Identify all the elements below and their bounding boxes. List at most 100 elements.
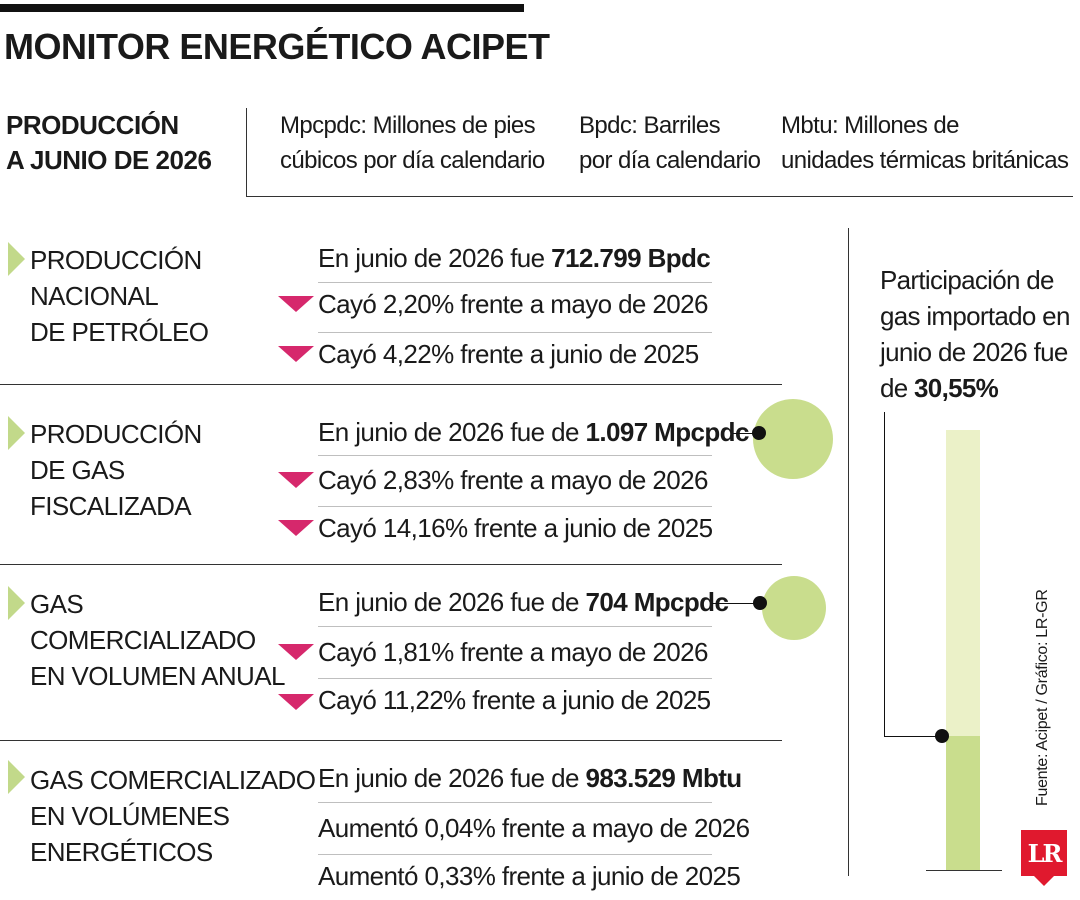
legend-bpdc: Bpdc: Barriles por día calendario [579, 108, 761, 178]
row-divider [318, 802, 712, 803]
decrease-triangle-icon [278, 644, 314, 660]
main-value-row: En junio de 2026 fue 712.799 Bpdc [318, 240, 711, 276]
change-pct: 2,20% [382, 289, 454, 319]
legend-text: Millones de pies [366, 112, 536, 139]
row-divider [318, 854, 712, 855]
change-pct: 2,83% [382, 465, 454, 495]
change-rest: frente a junio de 2025 [453, 339, 699, 369]
change-rest: frente a mayo de 2026 [495, 813, 750, 843]
row-prefix: En junio de 2026 fue [318, 243, 552, 273]
section-label-line: EN VOLÚMENES [30, 801, 230, 831]
change-verb: Aumentó [318, 813, 418, 843]
legend-abbr: Bpdc: [579, 112, 638, 139]
section-arrow-icon [8, 416, 25, 450]
section-label-line: COMERCIALIZADO [30, 625, 256, 655]
connector-line [712, 603, 760, 604]
units-legend-box [246, 108, 1073, 197]
change-rest: frente a mayo de 2026 [453, 637, 708, 667]
section-label-line: PRODUCCIÓN [30, 419, 202, 449]
page-title: MONITOR ENERGÉTICO ACIPET [4, 26, 550, 67]
change-row: Aumentó 0,04% frente a mayo de 2026 [318, 810, 750, 846]
change-verb: Cayó [318, 289, 377, 319]
section-label-line: GAS COMERCIALIZADO [30, 765, 316, 795]
row-divider [318, 626, 712, 627]
change-verb: Cayó [318, 339, 377, 369]
bar-marker-dot [935, 729, 949, 743]
main-value-row: En junio de 2026 fue de 983.529 Mbtu [318, 760, 742, 796]
main-value-row: En junio de 2026 fue de 704 Mpcpdc [318, 584, 729, 620]
main-value: 983.529 Mbtu [585, 763, 743, 793]
section-label-line: DE PETRÓLEO [30, 317, 209, 347]
imported-gas-value: 30,55% [914, 373, 999, 403]
row-divider [318, 282, 712, 283]
gas-comercializado-bubble [762, 576, 826, 640]
change-row: Cayó 1,81% frente a mayo de 2026 [318, 634, 708, 670]
change-verb: Cayó [318, 637, 377, 667]
change-pct: 11,22% [382, 685, 466, 715]
leader-line [884, 736, 942, 737]
change-rest: frente a junio de 2025 [495, 861, 741, 891]
decrease-triangle-icon [278, 472, 314, 488]
section-label: GAS COMERCIALIZADO EN VOLUMEN ANUAL [30, 586, 285, 694]
row-prefix: En junio de 2026 fue de [318, 587, 586, 617]
decrease-triangle-icon [278, 694, 314, 710]
section-label-line: ENERGÉTICOS [30, 837, 213, 867]
section-label-line: PRODUCCIÓN [30, 245, 202, 275]
legend-text: Millones de [838, 112, 959, 139]
change-verb: Cayó [318, 513, 377, 543]
imported-gas-caption: Participación de gas importado en junio … [880, 262, 1070, 406]
panel-divider [848, 228, 849, 876]
section-label: PRODUCCIÓN NACIONAL DE PETRÓLEO [30, 242, 209, 350]
share-bar-fill [946, 736, 980, 870]
legend-text: Barriles [637, 112, 720, 139]
change-row: Cayó 2,20% frente a mayo de 2026 [318, 286, 708, 322]
legend-text: unidades térmicas británicas [781, 147, 1069, 174]
legend-abbr: Mpcpdc: [280, 112, 367, 139]
change-rest: frente a junio de 2025 [467, 513, 713, 543]
change-row: Cayó 14,16% frente a junio de 2025 [318, 510, 713, 546]
legend-text: por día calendario [579, 147, 761, 174]
subtitle-line: PRODUCCIÓN [6, 110, 179, 140]
change-pct: 14,16% [382, 513, 468, 543]
main-value: 712.799 Bpdc [551, 243, 711, 273]
change-row: Cayó 11,22% frente a junio de 2025 [318, 682, 711, 718]
lr-logo: LR [1021, 830, 1067, 876]
decrease-triangle-icon [278, 346, 314, 362]
row-prefix: En junio de 2026 fue de [318, 417, 586, 447]
change-rest: frente a mayo de 2026 [453, 289, 708, 319]
change-rest: frente a junio de 2025 [465, 685, 711, 715]
row-divider [318, 506, 712, 507]
row-divider [318, 332, 712, 333]
connector-dot [753, 596, 767, 610]
section-divider [0, 564, 782, 565]
change-pct: 1,81% [382, 637, 454, 667]
section-label: PRODUCCIÓN DE GAS FISCALIZADA [30, 416, 202, 524]
main-value: 1.097 Mpcpdc [585, 417, 750, 447]
caption-line: junio de 2026 fue [880, 337, 1068, 367]
section-label-line: EN VOLUMEN ANUAL [30, 661, 285, 691]
decrease-triangle-icon [278, 296, 314, 312]
row-divider [318, 455, 712, 456]
change-pct: 4,22% [382, 339, 454, 369]
source-credit: Fuente: Acipet / Gráfico: LR-GR [1034, 589, 1051, 806]
caption-line: Participación de [880, 265, 1054, 295]
subtitle: PRODUCCIÓN A JUNIO DE 2026 [6, 108, 212, 178]
legend-mpcpdc: Mpcpdc: Millones de pies cúbicos por día… [280, 108, 545, 178]
section-arrow-icon [8, 242, 25, 276]
decrease-triangle-icon [278, 520, 314, 536]
change-row: Aumentó 0,33% frente a junio de 2025 [318, 858, 741, 894]
row-prefix: En junio de 2026 fue de [318, 763, 586, 793]
leader-line [884, 412, 885, 736]
change-row: Cayó 4,22% frente a junio de 2025 [318, 336, 699, 372]
change-verb: Cayó [318, 465, 377, 495]
caption-line: gas importado en [880, 301, 1070, 331]
section-label-line: NACIONAL [30, 281, 159, 311]
section-arrow-icon [8, 760, 25, 794]
top-rule [0, 4, 524, 12]
section-label: GAS COMERCIALIZADO EN VOLÚMENES ENERGÉTI… [30, 762, 316, 870]
bar-baseline [926, 870, 1002, 871]
gas-fiscalizada-bubble [753, 399, 833, 479]
change-row: Cayó 2,83% frente a mayo de 2026 [318, 462, 708, 498]
connector-dot [752, 426, 766, 440]
legend-mbtu: Mbtu: Millones de unidades térmicas brit… [781, 108, 1069, 178]
